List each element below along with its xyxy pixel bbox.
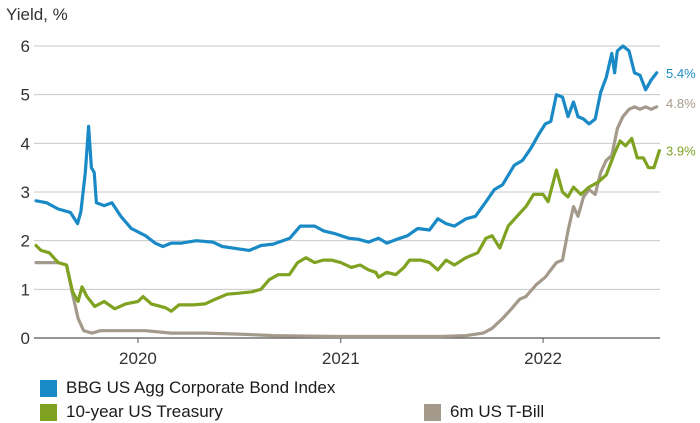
legend-item-treasury: 10-year US Treasury	[40, 402, 223, 422]
legend-label-corp: BBG US Agg Corporate Bond Index	[66, 378, 336, 397]
y-tick-label-2: 2	[21, 232, 30, 251]
y-tick-label-4: 4	[21, 134, 30, 153]
legend-swatch-treasury	[40, 403, 57, 421]
y-tick-label-5: 5	[21, 86, 30, 105]
series-line-treasury	[34, 136, 661, 313]
end-label-corp: 5.4%	[666, 66, 696, 81]
x-tick-label-2021: 2021	[322, 349, 360, 368]
y-axis-label: Yield, %	[6, 5, 68, 24]
legend-swatch-tbill	[424, 403, 441, 421]
legend-label-tbill: 6m US T-Bill	[450, 402, 545, 421]
y-tick-label-6: 6	[21, 37, 30, 56]
legend-label-treasury: 10-year US Treasury	[66, 402, 223, 421]
y-tick-label-1: 1	[21, 280, 30, 299]
legend-item-tbill: 6m US T-Bill	[424, 402, 544, 422]
y-tick-label-3: 3	[21, 183, 30, 202]
x-tick-label-2020: 2020	[119, 349, 157, 368]
legend-swatch-corp	[40, 379, 57, 397]
series-line-corp	[34, 44, 659, 252]
end-label-treasury: 3.9%	[666, 144, 696, 159]
series-line-tbill	[34, 105, 659, 339]
yield-line-chart: Yield, % 0 1 2 3 4 5 6 2020 2021 2022 5.4% 3.9% 4.…	[6, 5, 696, 368]
legend-item-corp: BBG US Agg Corporate Bond Index	[40, 378, 335, 398]
x-tick-label-2022: 2022	[524, 349, 562, 368]
y-tick-label-0: 0	[21, 329, 30, 348]
end-label-tbill: 4.8%	[666, 96, 696, 111]
